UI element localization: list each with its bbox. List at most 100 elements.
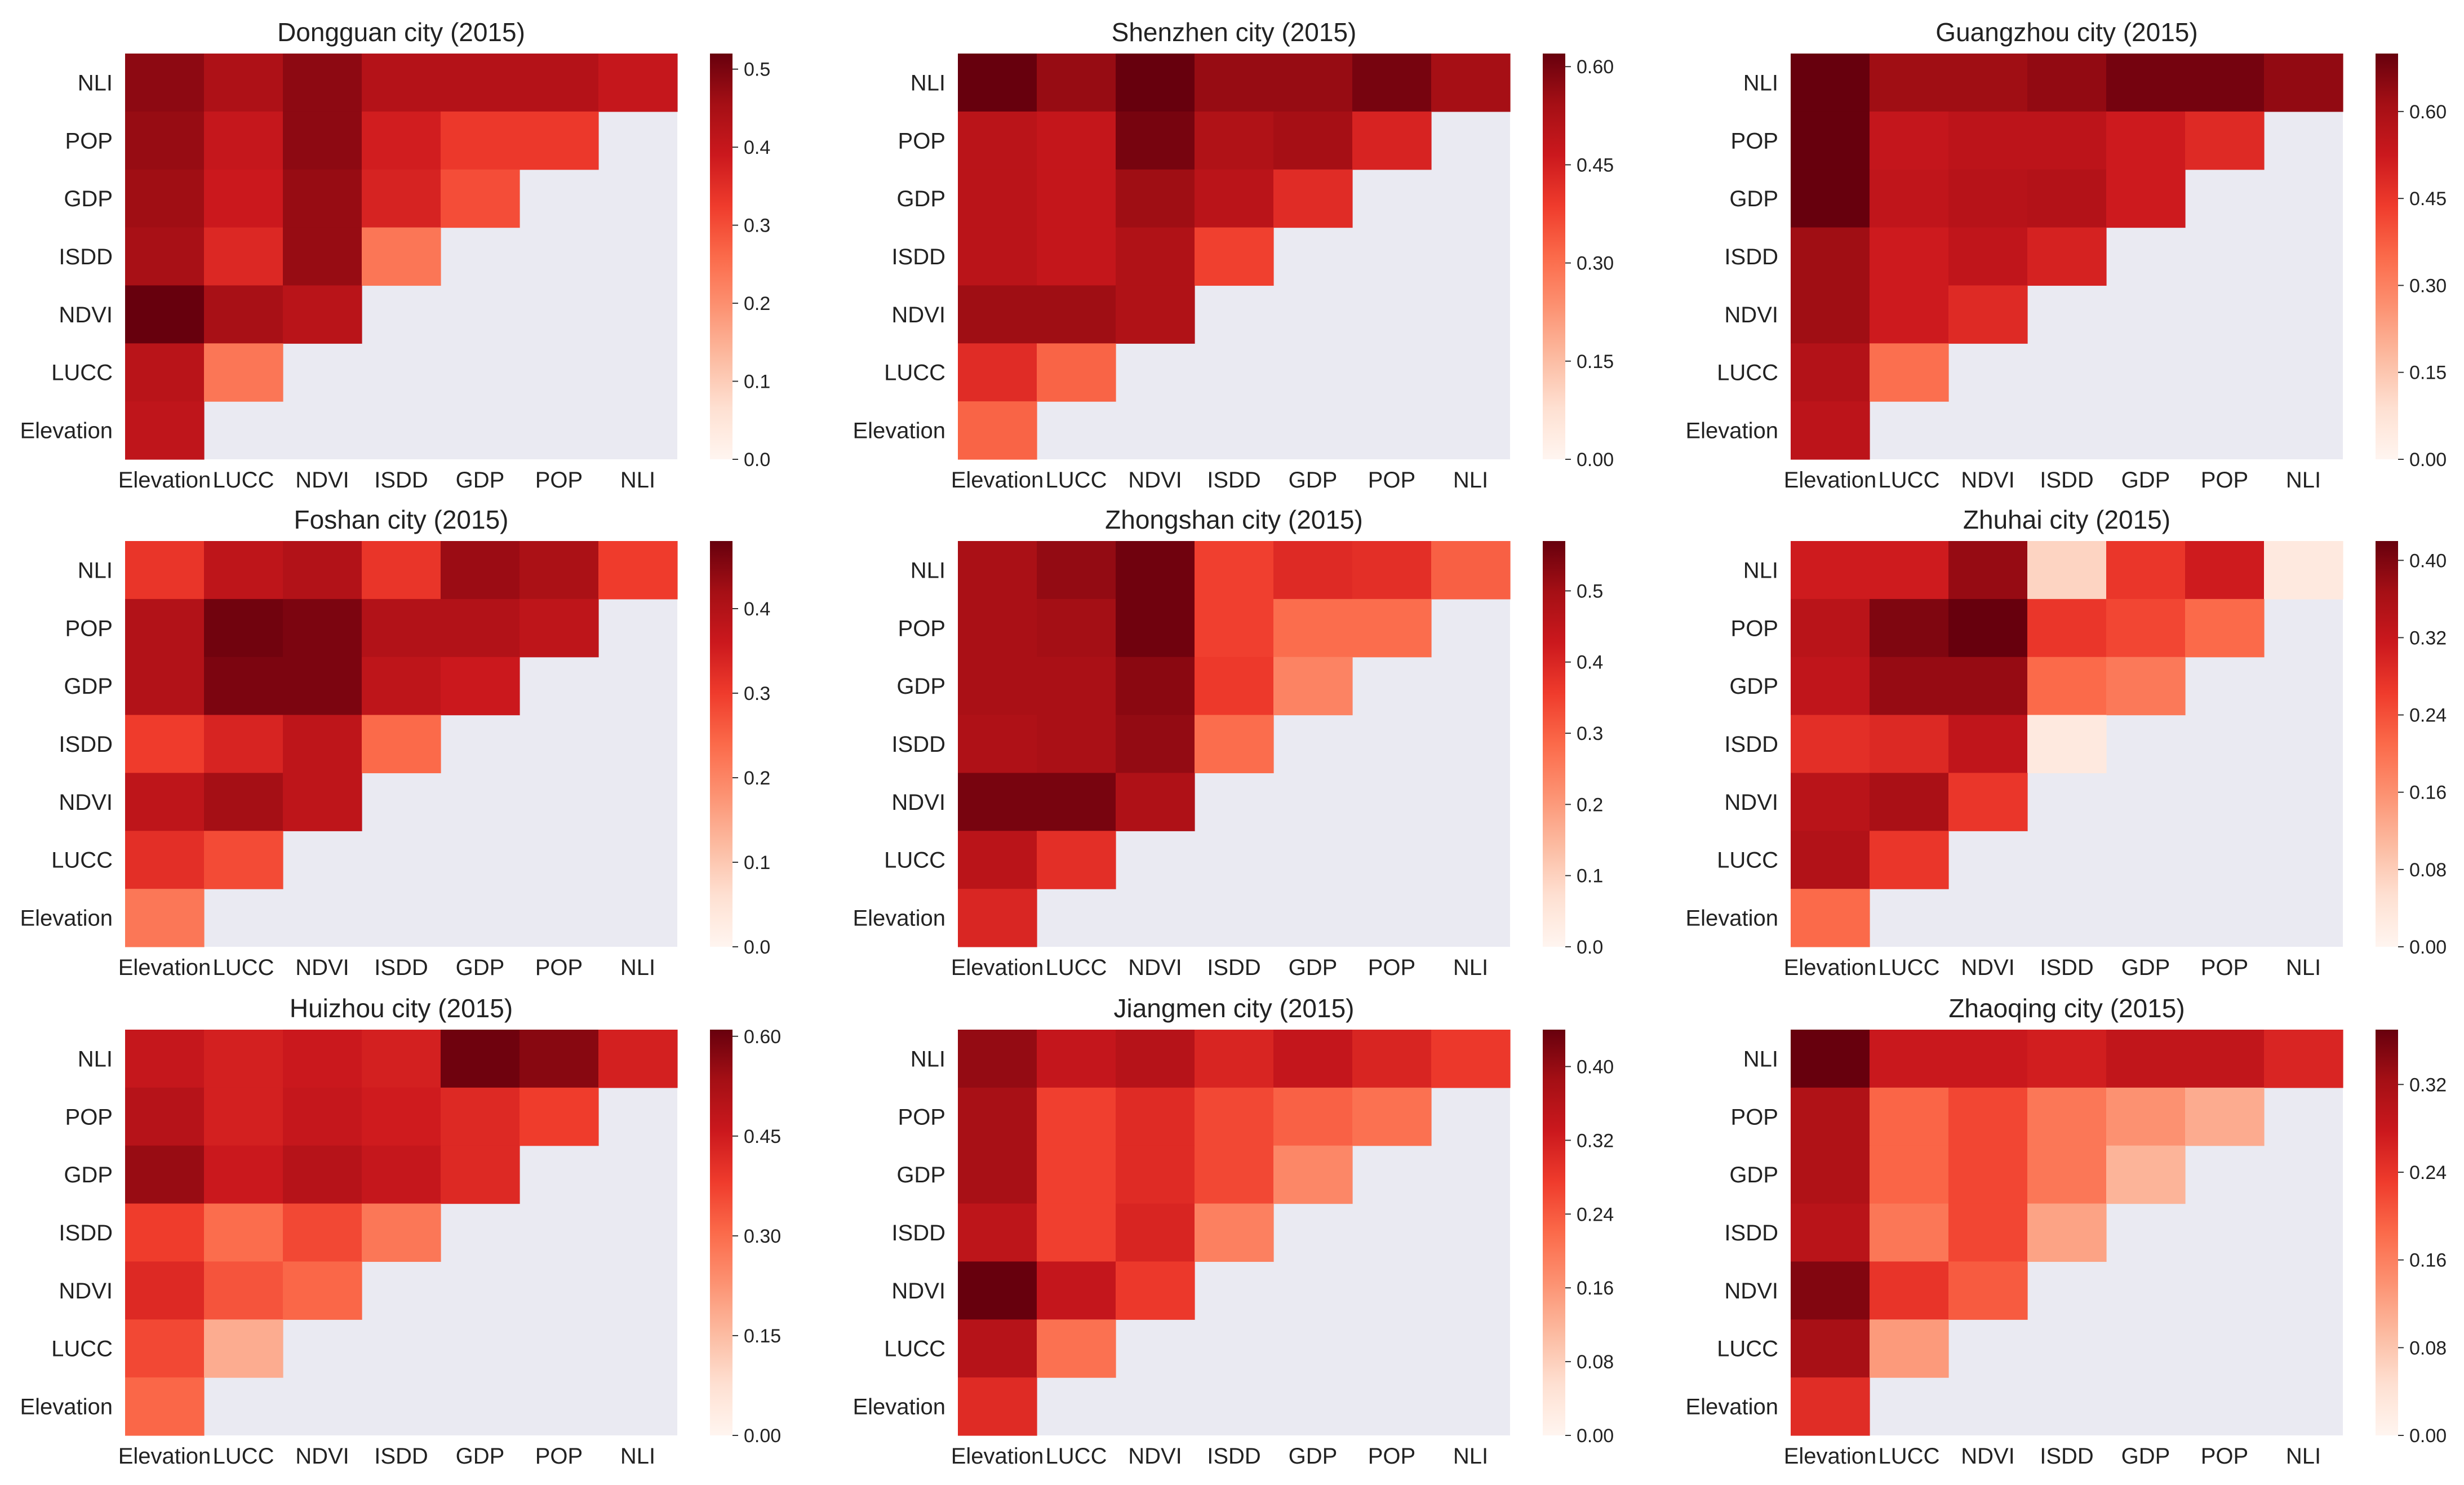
heatmap-cell: GDP / GDP: 0.42 <box>441 1145 520 1204</box>
x-tick-label: Elevation <box>118 955 211 980</box>
y-tick-label: NLI <box>78 70 113 95</box>
heatmap-cell: NLI / ISDD: 0.64 <box>2027 54 2107 112</box>
y-tick-label: LUCC <box>884 361 945 385</box>
colorbar <box>710 541 732 947</box>
heatmap-cell: LUCC / Elevation: 0.58 <box>1791 343 1870 402</box>
heatmap-cell: ISDD / NDVI: 0.31 <box>1116 1203 1195 1262</box>
heatmap-cell: NDVI / LUCC: 0.55 <box>1037 285 1116 344</box>
y-tick-label: ISDD <box>1724 732 1778 757</box>
heatmap-cell: LUCC / LUCC: 0.18 <box>204 1319 283 1378</box>
heatmap-cell: POP / ISDD: 0.17 <box>2027 1087 2107 1146</box>
y-tick-label: NDVI <box>59 303 113 327</box>
heatmap-cell: ISDD / NDVI: 0.55 <box>1948 227 2028 286</box>
heatmap-cell: ISDD / LUCC: 0.3 <box>204 1203 283 1262</box>
colorbar-tick-label: 0.16 <box>1577 1278 1614 1299</box>
colorbar-tick-label: 0.1 <box>744 852 770 874</box>
heatmap-cell: NLI / LUCC: 0.44 <box>204 1030 283 1088</box>
heatmap-cell: NLI / GDP: 0.68 <box>2106 54 2186 112</box>
heatmap-cell: GDP / LUCC: 0.55 <box>1870 169 1949 228</box>
colorbar-tick-label: 0.15 <box>2409 362 2447 384</box>
heatmap-cell: POP / ISDD: 0.27 <box>2027 599 2107 658</box>
y-tick-label: GDP <box>896 187 945 211</box>
y-tick-label: NDVI <box>1724 1279 1778 1304</box>
x-tick-label: Elevation <box>1784 1444 1877 1469</box>
heatmap-cell: POP / Elevation: 0.31 <box>1791 1087 1870 1146</box>
heatmap-cell: POP / GDP: 0.14 <box>2106 1087 2186 1146</box>
heatmap-cell: POP / Elevation: 0.34 <box>1791 599 1870 658</box>
colorbar-tick-label: 0.1 <box>1577 866 1603 887</box>
heatmap-cell: POP / GDP: 0.42 <box>441 1087 520 1146</box>
heatmap-cell: NLI / LUCC: 0.28 <box>1870 1030 1949 1088</box>
heatmap-cell: NLI / Elevation: 0.37 <box>1791 1030 1870 1088</box>
heatmap-cell: GDP / NDVI: 0.5 <box>283 1145 362 1204</box>
colorbar <box>1543 1030 1565 1435</box>
chart-title: Shenzhen city (2015) <box>1112 17 1357 47</box>
y-tick-label: NLI <box>1743 70 1778 95</box>
heatmap-cell: ISDD / Elevation: 0.48 <box>958 715 1037 774</box>
heatmap-cell: POP / GDP: 0.28 <box>1273 599 1353 658</box>
x-tick-label: ISDD <box>1207 955 1261 980</box>
heatmap-cell: Elevation / Elevation: 0.4 <box>958 889 1037 947</box>
heatmap-cell: GDP / LUCC: 0.19 <box>1870 1145 1949 1204</box>
x-tick-label: LUCC <box>1879 468 1940 493</box>
heatmap-cell: ISDD / NDVI: 0.22 <box>1948 1203 2028 1262</box>
colorbar-tick-label: 0.1 <box>744 371 770 393</box>
heatmap-cell: NDVI / Elevation: 0.55 <box>958 285 1037 344</box>
heatmap-cell: NLI / POP: 0.29 <box>2185 1030 2265 1088</box>
x-tick-label: NLI <box>2286 955 2321 980</box>
colorbar-tick-label: 0.30 <box>744 1226 781 1247</box>
heatmap-cell: POP / Elevation: 0.38 <box>958 1087 1037 1146</box>
y-tick-label: GDP <box>64 674 113 699</box>
heatmap-cell: NDVI / LUCC: 0.42 <box>204 773 283 831</box>
heatmap-cell: POP / Elevation: 0.7 <box>1791 111 1870 170</box>
y-tick-label: NDVI <box>1724 303 1778 327</box>
y-tick-label: ISDD <box>1724 245 1778 269</box>
chart-title: Foshan city (2015) <box>294 505 509 534</box>
x-tick-label: NLI <box>2286 1444 2321 1469</box>
y-tick-label: Elevation <box>1685 419 1778 444</box>
heatmap-cell: POP / LUCC: 0.4 <box>204 111 283 170</box>
heatmap-cell: POP / POP: 0.38 <box>520 1087 599 1146</box>
heatmap-cell: NLI / GDP: 0.39 <box>1273 541 1353 600</box>
y-tick-label: Elevation <box>853 906 945 931</box>
x-tick-label: POP <box>535 468 583 493</box>
x-tick-label: NLI <box>1453 468 1488 493</box>
x-tick-label: NLI <box>2286 468 2321 493</box>
heatmap-cell: ISDD / Elevation: 0.38 <box>125 1203 205 1262</box>
colorbar-tick-label: 0.60 <box>744 1026 781 1048</box>
heatmap-cell: GDP / NDVI: 0.57 <box>1948 169 2028 228</box>
heatmap-cell: NDVI / LUCC: 0.24 <box>1870 1261 1949 1320</box>
heatmap-cell: NLI / ISDD: 0.07 <box>2027 541 2107 600</box>
heatmap-cell: GDP / NDVI: 0.3 <box>1116 1145 1195 1204</box>
heatmap-cell: GDP / Elevation: 0.46 <box>125 169 205 228</box>
heatmap-cell: POP / Elevation: 0.47 <box>125 111 205 170</box>
chart-title: Zhaoqing city (2015) <box>1948 994 2185 1023</box>
heatmap-cell: POP / NDVI: 0.46 <box>283 599 362 658</box>
heatmap-cell: NLI / ISDD: 0.43 <box>362 54 441 112</box>
heatmap-cell: NLI / Elevation: 0.4 <box>958 1030 1037 1088</box>
heatmap-cell: NLI / LUCC: 0.56 <box>1037 54 1116 112</box>
y-tick-label: LUCC <box>51 1337 113 1362</box>
x-tick-label: POP <box>1368 1444 1415 1469</box>
heatmap-cell: GDP / ISDD: 0.38 <box>362 657 441 716</box>
x-tick-label: POP <box>1368 468 1415 493</box>
x-tick-label: ISDD <box>374 468 428 493</box>
y-tick-label: GDP <box>896 674 945 699</box>
y-tick-label: ISDD <box>891 732 945 757</box>
x-tick-label: GDP <box>1289 468 1338 493</box>
colorbar-tick-label: 0.08 <box>2409 1337 2447 1359</box>
heatmap-cell: LUCC / LUCC: 0.27 <box>1870 831 1949 889</box>
heatmap-cell: NDVI / Elevation: 0.44 <box>958 1261 1037 1320</box>
heatmap-cell: POP / POP: 0.44 <box>1352 111 1432 170</box>
y-tick-label: LUCC <box>884 1337 945 1362</box>
heatmap-cell: GDP / ISDD: 0.5 <box>1195 169 1274 228</box>
heatmap-cell: LUCC / Elevation: 0.32 <box>1791 1319 1870 1378</box>
colorbar-tick-label: 0.00 <box>1577 1425 1614 1447</box>
y-tick-label: NLI <box>911 70 945 95</box>
colorbar-tick-label: 0.0 <box>744 449 770 471</box>
y-tick-label: LUCC <box>1717 848 1778 873</box>
x-tick-label: NDVI <box>1961 955 2015 980</box>
x-tick-label: LUCC <box>213 468 274 493</box>
heatmap-cell: NLI / NDVI: 0.56 <box>1116 541 1195 600</box>
heatmap-cell: POP / LUCC: 0.54 <box>1870 111 1949 170</box>
